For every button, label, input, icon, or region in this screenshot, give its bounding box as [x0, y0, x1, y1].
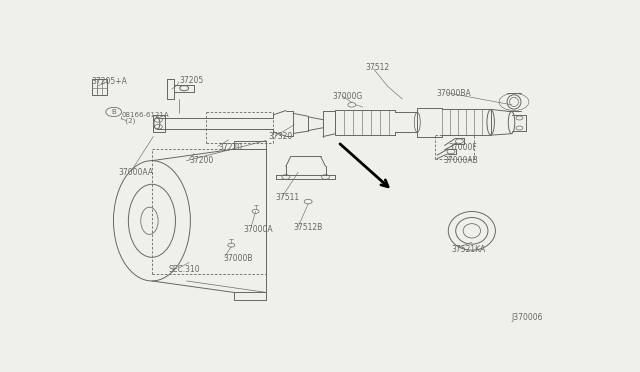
Text: 37511: 37511	[275, 193, 299, 202]
Text: 37205: 37205	[179, 76, 204, 85]
Text: 37000F: 37000F	[448, 143, 477, 152]
Text: 37000BA: 37000BA	[436, 89, 471, 98]
Text: SEC.310: SEC.310	[168, 265, 200, 274]
Text: 37000AA: 37000AA	[118, 168, 154, 177]
Text: (2): (2)	[121, 117, 136, 124]
Text: J370006: J370006	[511, 313, 543, 322]
Text: 37512: 37512	[365, 63, 389, 72]
Text: 37000AB: 37000AB	[444, 156, 478, 165]
Text: 37320: 37320	[269, 132, 292, 141]
Text: 37512B: 37512B	[293, 224, 323, 232]
Text: 37220: 37220	[219, 143, 243, 152]
Text: 37000G: 37000G	[332, 92, 362, 101]
Text: 37000A: 37000A	[244, 225, 273, 234]
Text: 37200: 37200	[189, 156, 213, 165]
Text: B: B	[111, 109, 116, 115]
Text: 37521KA: 37521KA	[451, 245, 485, 254]
Text: 37000B: 37000B	[224, 254, 253, 263]
Text: 37205+A: 37205+A	[91, 77, 127, 86]
Text: 08166-6121A: 08166-6121A	[121, 112, 169, 118]
